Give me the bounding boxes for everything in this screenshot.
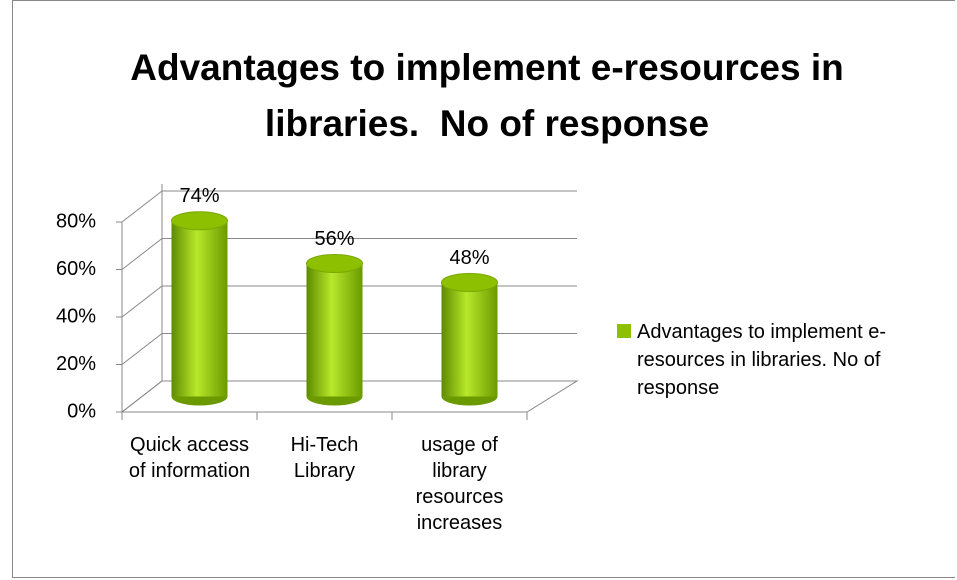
grid-line	[121, 380, 163, 413]
y-tick-label: 40%	[56, 305, 96, 327]
y-tick-label: 80%	[56, 210, 96, 232]
grid-line	[121, 238, 163, 270]
chart-frame	[12, 0, 955, 578]
value-label: 56%	[314, 228, 354, 250]
chart-title: Advantages to implement e-resources in l…	[130, 47, 855, 144]
grid-line	[121, 285, 163, 318]
value-label: 74%	[179, 185, 219, 207]
y-tick-label: 0%	[67, 400, 96, 422]
grid-line	[121, 333, 163, 365]
bar-top	[441, 273, 498, 292]
bar-top	[171, 211, 228, 231]
value-label: 48%	[449, 247, 489, 269]
bar	[306, 263, 363, 397]
legend-label: Advantages to implement e-resources in l…	[637, 321, 887, 399]
bar-top	[306, 254, 363, 273]
y-tick-label: 20%	[56, 353, 96, 375]
x-tick-label: Hi-Tech Library	[290, 434, 359, 482]
x-tick-label: Quick access of information	[128, 434, 251, 482]
x-tick-label: usage of library resources increases	[415, 434, 504, 534]
bar	[441, 282, 498, 397]
y-tick-label: 60%	[56, 258, 96, 280]
grid-line	[121, 190, 163, 223]
bar	[171, 220, 228, 397]
legend-swatch	[617, 324, 631, 338]
legend: Advantages to implement e-resources in l…	[617, 318, 899, 402]
